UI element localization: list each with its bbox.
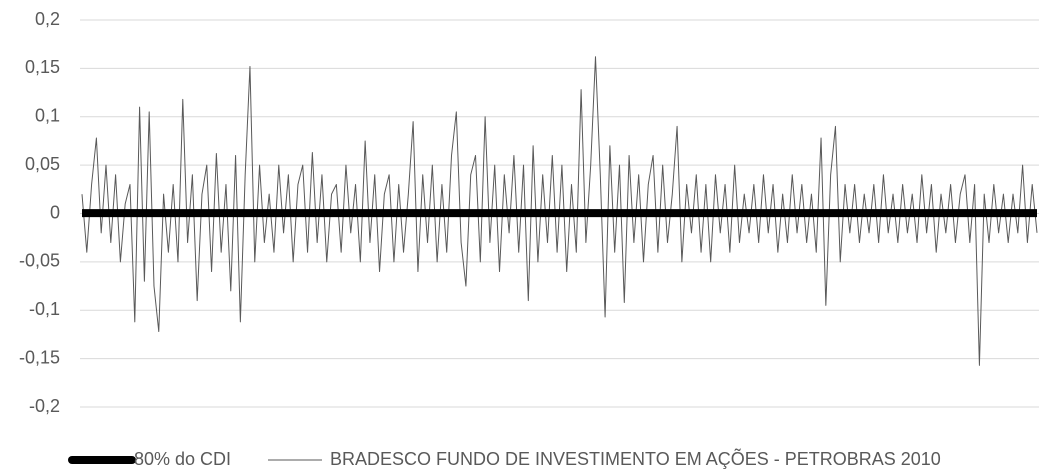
y-tick-label: 0,1 <box>35 106 60 126</box>
legend-label: 80% do CDI <box>134 449 231 469</box>
y-tick-label: 0,15 <box>25 57 60 77</box>
series-line <box>81 56 1038 366</box>
y-tick-label: -0,15 <box>19 347 60 367</box>
legend-label: BRADESCO FUNDO DE INVESTIMENTO EM AÇÕES … <box>330 448 941 469</box>
y-tick-label: 0,05 <box>25 154 60 174</box>
y-tick-label: -0,2 <box>29 396 60 416</box>
y-tick-label: 0 <box>50 202 60 222</box>
y-tick-label: 0,2 <box>35 9 60 29</box>
y-tick-label: -0,1 <box>29 299 60 319</box>
y-tick-label: -0,05 <box>19 251 60 271</box>
